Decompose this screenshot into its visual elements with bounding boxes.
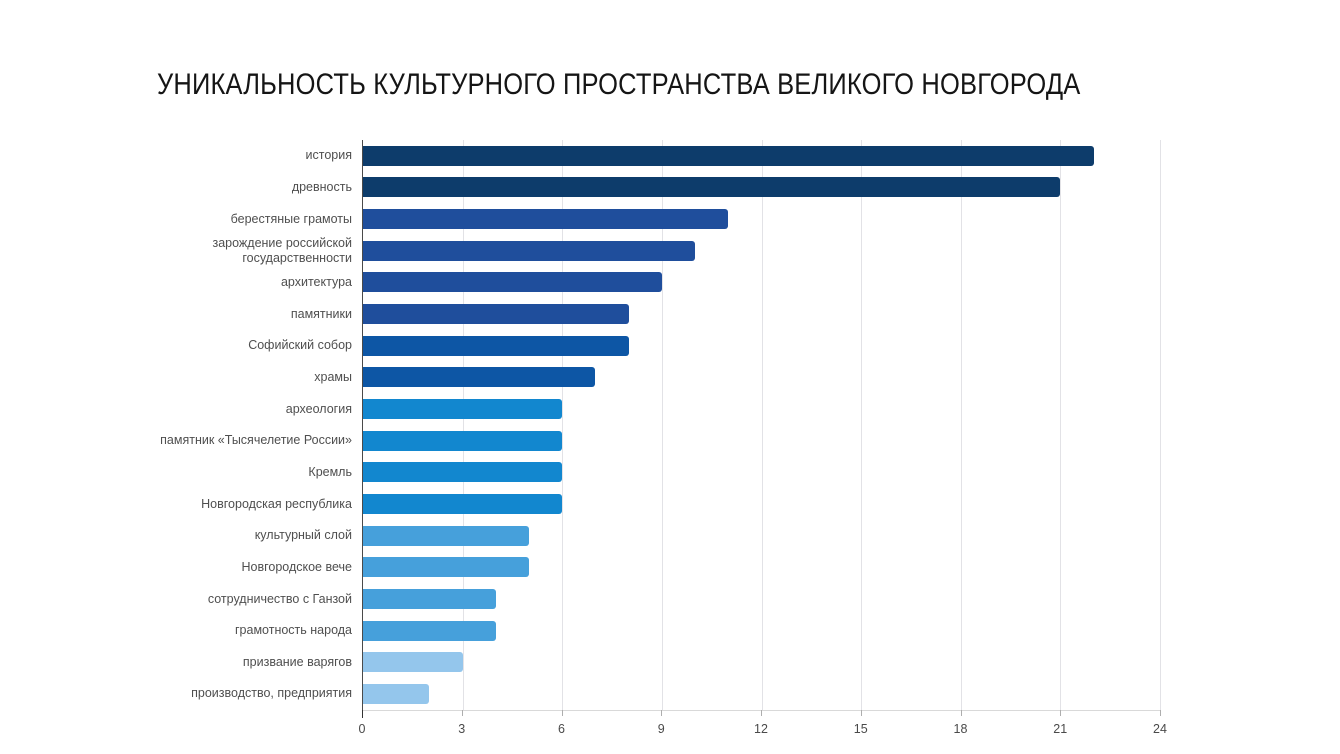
x-tick-label: 0 [358, 722, 366, 736]
category-label: культурный слой [254, 528, 352, 543]
bar-row [363, 488, 1160, 520]
category-label: Новгородское вече [241, 559, 352, 574]
category-label: Новгородская республика [201, 496, 352, 511]
x-tick-label: 3 [458, 722, 466, 736]
x-tick [761, 710, 762, 716]
bar-row [363, 267, 1160, 299]
bar [363, 399, 563, 420]
category-label: Софийский собор [248, 338, 352, 353]
bar [363, 335, 629, 356]
bar-row [363, 583, 1160, 615]
bar-row [363, 235, 1160, 267]
bar-row [363, 362, 1160, 394]
x-tick [860, 710, 862, 716]
bar [363, 525, 530, 546]
bar-row [363, 172, 1160, 204]
x-tick [661, 710, 663, 716]
bar [363, 683, 430, 704]
bar [363, 177, 1061, 198]
x-tick [561, 710, 563, 716]
gridline [1060, 140, 1062, 710]
x-tick [461, 710, 463, 716]
bar [363, 145, 1094, 166]
gridline [661, 140, 663, 710]
gridline [761, 140, 763, 710]
category-label: производство, предприятия [191, 686, 352, 701]
gridline [562, 140, 564, 710]
x-tick [1160, 710, 1161, 716]
bar-row [363, 678, 1160, 710]
page-title: УНИКАЛЬНОСТЬ КУЛЬТУРНОГО ПРОСТРАНСТВА ВЕ… [157, 68, 1081, 101]
category-label: история [305, 148, 352, 163]
gridline [861, 140, 863, 710]
gridline [960, 140, 962, 710]
bar-row [363, 647, 1160, 679]
category-label: зарождение российской государственности [212, 235, 352, 265]
bar-row [363, 520, 1160, 552]
x-tick-label: 6 [558, 722, 565, 736]
bar-row [363, 457, 1160, 489]
bar-row [363, 203, 1160, 235]
gridline [1160, 140, 1161, 710]
category-label: древность [291, 179, 352, 194]
bar-row [363, 140, 1160, 172]
category-label: памятник «Тысячелетие России» [160, 433, 352, 448]
x-tick-label: 21 [1053, 722, 1068, 736]
category-label: архитектура [280, 274, 352, 289]
gridline [462, 140, 464, 710]
category-label: сотрудничество с Ганзой [207, 591, 352, 606]
bar [363, 462, 563, 483]
x-tick-label: 12 [754, 722, 768, 736]
bar-row [363, 425, 1160, 457]
category-label: археология [285, 401, 352, 416]
x-tick-label: 24 [1153, 722, 1167, 736]
category-labels: история древность берестяные грамоты зарожд… [130, 140, 362, 711]
x-tick [960, 710, 962, 716]
plot-area [362, 140, 1161, 711]
x-tick-label: 15 [853, 722, 868, 736]
category-label: Кремль [308, 464, 352, 479]
bar [363, 494, 563, 515]
bar [363, 620, 496, 641]
bar-row [363, 552, 1160, 584]
bar-row [363, 298, 1160, 330]
bar [363, 209, 729, 230]
bar [363, 240, 696, 261]
x-tick-label: 18 [953, 722, 968, 736]
bar [363, 367, 596, 388]
x-tick [1060, 710, 1062, 716]
bar [363, 589, 496, 610]
bar-chart: история древность берестяные грамоты зарожд… [130, 140, 1167, 736]
chart-grid: история древность берестяные грамоты зарожд… [130, 140, 1161, 711]
bar [363, 304, 629, 325]
bar [363, 652, 463, 673]
x-tick-label: 9 [657, 722, 665, 736]
category-label: берестяные грамоты [230, 211, 352, 226]
logo [55, 0, 111, 104]
bar [363, 430, 563, 451]
category-label: храмы [314, 369, 352, 384]
bar-row [363, 393, 1160, 425]
x-tick [362, 710, 363, 718]
category-label: призвание варягов [242, 654, 352, 669]
bar-row [363, 330, 1160, 362]
category-label: грамотность народа [234, 623, 352, 638]
bar [363, 272, 662, 293]
bar-row [363, 615, 1160, 647]
open-book-icon [62, 44, 104, 86]
bar [363, 557, 530, 578]
category-label: памятники [290, 306, 352, 321]
